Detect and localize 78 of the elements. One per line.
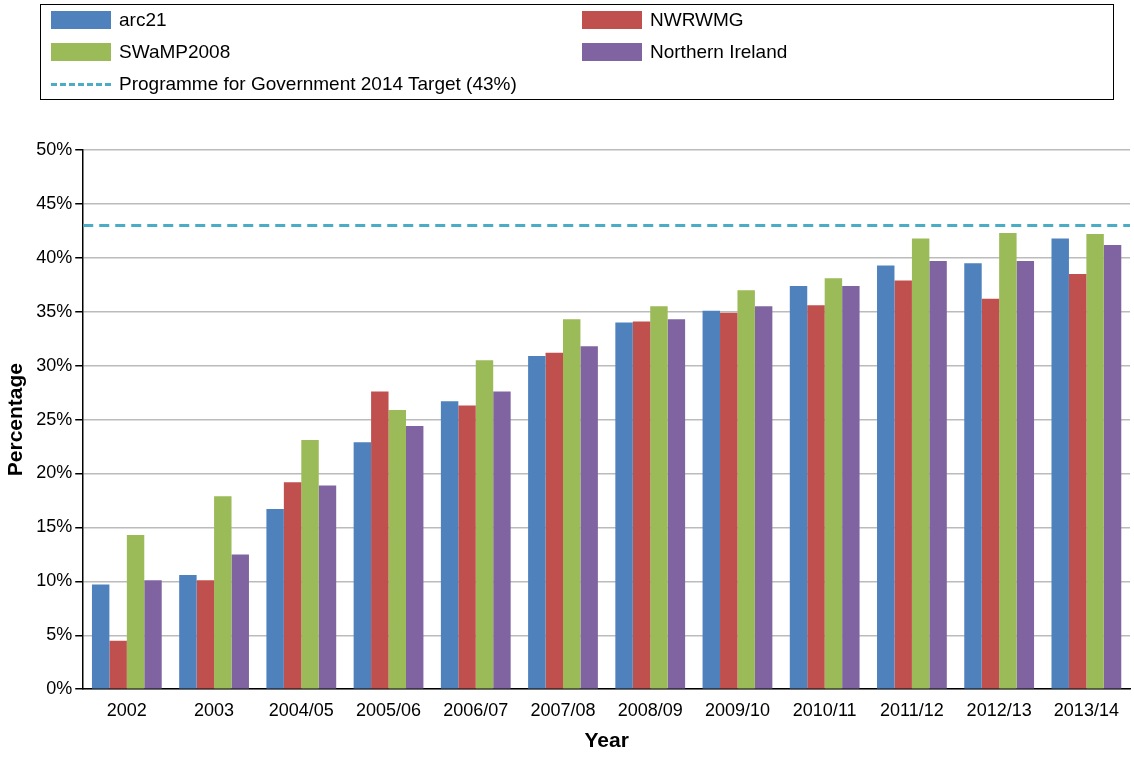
bar [702, 310, 721, 689]
x-tick-label: 2010/11 [792, 699, 857, 720]
x-tick-label: 2007/08 [530, 699, 596, 720]
y-tick-label: 40% [36, 246, 73, 267]
bar [877, 265, 895, 689]
y-tick-label: 0% [46, 678, 73, 699]
y-tick-label: 15% [36, 516, 73, 537]
legend-label: Northern Ireland [650, 41, 788, 63]
bar [929, 261, 947, 689]
bar [214, 496, 232, 689]
bar [318, 485, 337, 689]
y-tick-label: 35% [36, 300, 73, 321]
y-tick-label: 10% [36, 570, 73, 591]
bar [266, 509, 284, 689]
bar [615, 322, 633, 689]
bar [981, 298, 1000, 689]
bar [283, 482, 302, 689]
y-tick-label: 45% [36, 192, 73, 213]
bar [1016, 261, 1035, 689]
bar [1086, 234, 1104, 689]
bar [842, 285, 860, 689]
bar [126, 534, 145, 689]
bar [789, 285, 808, 689]
bar [109, 640, 127, 689]
bar [91, 584, 110, 689]
bar [807, 305, 825, 689]
bar [754, 306, 773, 689]
bar [580, 346, 598, 689]
x-tick-label: 2013/14 [1053, 699, 1119, 720]
bar [440, 401, 459, 689]
bar [353, 442, 372, 689]
bar [231, 554, 249, 689]
y-tick-label: 20% [36, 462, 73, 483]
bar [632, 321, 651, 689]
legend-label: NWRWMG [650, 9, 744, 31]
y-tick-label: 50% [36, 138, 73, 159]
bar [475, 360, 494, 689]
x-tick-label: 2011/12 [880, 699, 944, 720]
bar [528, 355, 546, 689]
x-tick-label: 2004/05 [268, 699, 334, 720]
bar [650, 306, 668, 689]
x-tick-label: 2005/06 [356, 699, 422, 720]
x-tick-label: 2009/10 [704, 699, 770, 720]
x-tick-label: 2003 [194, 699, 235, 720]
bar [894, 280, 912, 689]
bar [371, 391, 389, 689]
bar [144, 580, 162, 689]
bar [667, 319, 686, 689]
bar [911, 238, 930, 689]
bar [1068, 274, 1087, 689]
y-axis-title: Percentage [3, 362, 27, 477]
legend-label: arc21 [119, 9, 167, 31]
bar [301, 440, 319, 689]
bar [545, 352, 563, 689]
legend-label: SWaMP2008 [119, 41, 231, 63]
bar [999, 233, 1017, 689]
bar [737, 290, 755, 689]
bar [458, 405, 476, 689]
bar [824, 278, 843, 689]
bar [179, 574, 197, 689]
bar [1051, 238, 1069, 689]
bar [196, 580, 215, 689]
legend-label: Programme for Government 2014 Target (43%) [119, 73, 517, 95]
bar [964, 263, 982, 689]
bar [493, 391, 511, 689]
x-tick-label: 2002 [106, 699, 147, 720]
x-tick-label: 2006/07 [443, 699, 509, 720]
x-axis-title: Year [584, 728, 629, 752]
x-tick-label: 2012/13 [966, 699, 1032, 720]
x-tick-label: 2008/09 [617, 699, 683, 720]
y-tick-label: 30% [36, 354, 73, 375]
bar [563, 319, 581, 689]
bar [405, 426, 424, 689]
y-tick-label: 5% [46, 624, 73, 645]
bar [720, 312, 738, 689]
bar [1103, 244, 1122, 689]
bar [388, 409, 406, 689]
y-tick-label: 25% [36, 408, 73, 429]
